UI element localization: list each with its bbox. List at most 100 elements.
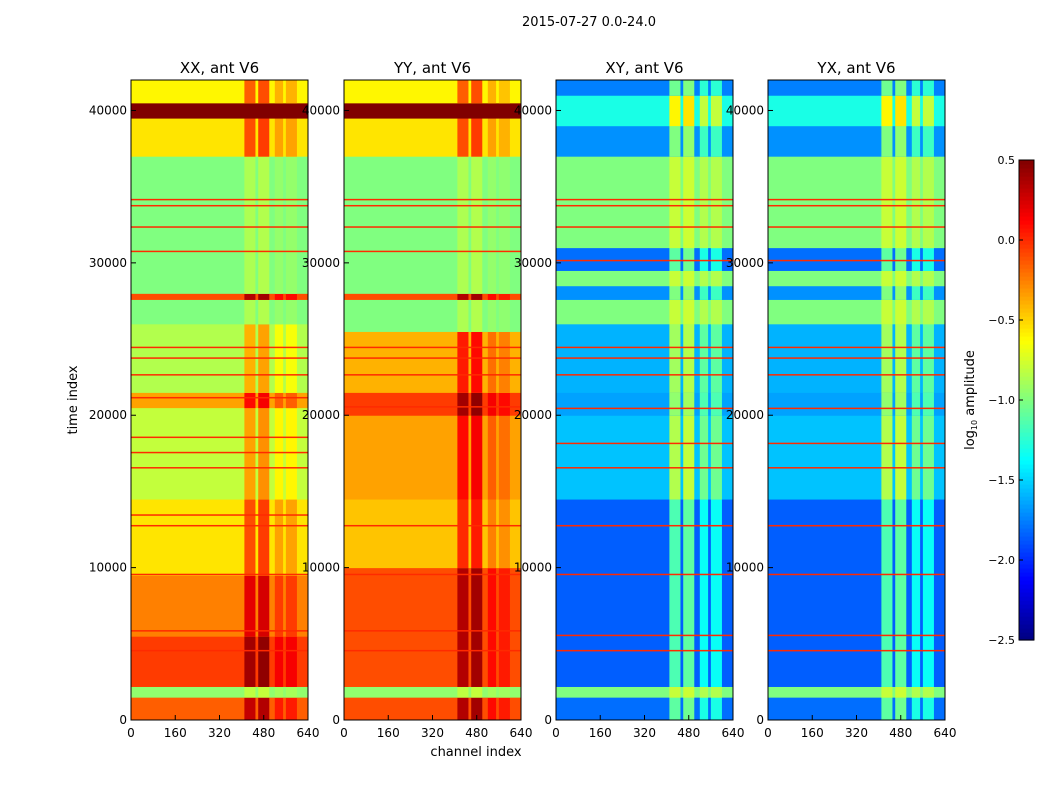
heatmap-channel-cell bbox=[487, 392, 497, 416]
heatmap-channel-cell bbox=[922, 270, 934, 287]
heatmap-channel-cell bbox=[683, 95, 695, 127]
heatmap-channel-cell bbox=[274, 686, 284, 698]
colorbar-segment bbox=[1019, 292, 1034, 297]
colorbar-segment bbox=[1019, 272, 1034, 277]
colorbar-tick-label: 0.5 bbox=[998, 154, 1016, 167]
colorbar-segment bbox=[1019, 420, 1034, 425]
colorbar-segment bbox=[1019, 340, 1034, 345]
heatmap-channel-cell bbox=[669, 80, 681, 96]
colorbar-segment bbox=[1019, 336, 1034, 341]
heatmap-channel-cell bbox=[683, 299, 695, 325]
heatmap-channel-cell bbox=[258, 499, 270, 576]
heatmap-channel-cell bbox=[669, 247, 681, 271]
colorbar-segment bbox=[1019, 276, 1034, 281]
colorbar-segment bbox=[1019, 516, 1034, 521]
y-tick-label: 0 bbox=[544, 713, 552, 727]
heatmap-channel-cell bbox=[683, 392, 695, 416]
heatmap-channel-cell bbox=[911, 697, 921, 720]
heatmap-channel-cell bbox=[457, 415, 469, 500]
heatmap-channel-cell bbox=[669, 125, 681, 157]
heatmap-channel-cell bbox=[487, 697, 497, 720]
heatmap-channel-cell bbox=[669, 156, 681, 249]
heatmap-flag-line bbox=[131, 198, 308, 201]
heatmap-flag-line bbox=[768, 204, 945, 207]
colorbar-segment bbox=[1019, 308, 1034, 313]
y-tick-label: 0 bbox=[756, 713, 764, 727]
x-tick-label: 0 bbox=[340, 726, 348, 740]
heatmap-flag-line bbox=[556, 346, 733, 349]
heatmap-channel-cell bbox=[881, 697, 893, 720]
colorbar-segment bbox=[1019, 608, 1034, 613]
heatmap-channel-cell bbox=[487, 415, 497, 500]
heatmap-channel-cell bbox=[683, 415, 695, 500]
colorbar-segment bbox=[1019, 464, 1034, 469]
heatmap-channel-cell bbox=[274, 293, 284, 300]
heatmap-channel-cell bbox=[911, 285, 921, 300]
colorbar-segment bbox=[1019, 180, 1034, 185]
heatmap-flag-line bbox=[344, 250, 521, 253]
heatmap-channel-cell bbox=[669, 499, 681, 687]
heatmap-channel-cell bbox=[457, 686, 469, 698]
heatmap-flag-line bbox=[768, 226, 945, 228]
x-tick-label: 0 bbox=[764, 726, 772, 740]
heatmap-channel-cell bbox=[274, 118, 284, 157]
heatmap-channel-cell bbox=[457, 293, 469, 300]
heatmap-channel-cell bbox=[922, 156, 934, 249]
heatmap-flag-line bbox=[131, 396, 308, 399]
colorbar-segment bbox=[1019, 232, 1034, 237]
colorbar-segment bbox=[1019, 568, 1034, 573]
colorbar-segment bbox=[1019, 252, 1034, 257]
colorbar-segment bbox=[1019, 324, 1034, 329]
colorbar-segment bbox=[1019, 288, 1034, 293]
heatmap-channel-cell bbox=[471, 156, 483, 294]
heatmap-flag-line bbox=[131, 346, 308, 349]
panel-3: YX, ant V6 0 160 320 480 640 0 10000 20000 30000 4… bbox=[726, 59, 957, 740]
heatmap-flag-line bbox=[131, 436, 308, 439]
colorbar-segment bbox=[1019, 592, 1034, 597]
heatmap-channel-cell bbox=[285, 575, 297, 637]
heatmap-flag-line bbox=[131, 357, 308, 359]
colorbar-segment bbox=[1019, 436, 1034, 441]
colorbar-segment bbox=[1019, 268, 1034, 273]
heatmap-channel-cell bbox=[258, 299, 270, 325]
heatmap-channel-cell bbox=[471, 697, 483, 720]
heatmap-flag-line bbox=[556, 374, 733, 376]
heatmap-channel-cell bbox=[922, 415, 934, 500]
colorbar-segment bbox=[1019, 376, 1034, 381]
heatmap-row-band bbox=[344, 102, 521, 119]
heatmap-channel-cell bbox=[498, 686, 510, 698]
heatmap-channel-cell bbox=[669, 686, 681, 698]
colorbar-segment bbox=[1019, 216, 1034, 221]
colorbar-segment bbox=[1019, 224, 1034, 229]
colorbar-segment bbox=[1019, 580, 1034, 585]
heatmap-channel-cell bbox=[498, 80, 510, 104]
heatmap-channel-cell bbox=[881, 499, 893, 687]
heatmap-flag-line bbox=[131, 250, 308, 253]
heatmap-flag-line bbox=[344, 226, 521, 228]
colorbar-segment bbox=[1019, 248, 1034, 253]
y-tick-label: 40000 bbox=[514, 103, 552, 117]
colorbar-segment bbox=[1019, 264, 1034, 269]
colorbar-segment bbox=[1019, 204, 1034, 209]
heatmap-channel-cell bbox=[258, 392, 270, 409]
colorbar-tick-label: −1.0 bbox=[988, 394, 1015, 407]
heatmap-channel-cell bbox=[922, 80, 934, 96]
colorbar-segment bbox=[1019, 432, 1034, 437]
colorbar-segment bbox=[1019, 484, 1034, 489]
colorbar-segment bbox=[1019, 456, 1034, 461]
heatmap-channel-cell bbox=[683, 697, 695, 720]
x-tick-label: 480 bbox=[252, 726, 275, 740]
heatmap-flag-line bbox=[768, 346, 945, 349]
colorbar-segment bbox=[1019, 296, 1034, 301]
heatmap-flag-line bbox=[768, 442, 945, 445]
heatmap-channel-cell bbox=[881, 392, 893, 416]
colorbar-segment bbox=[1019, 584, 1034, 589]
heatmap-channel-cell bbox=[285, 392, 297, 409]
colorbar-segment bbox=[1019, 480, 1034, 485]
colorbar-segment bbox=[1019, 360, 1034, 365]
heatmap-flag-line bbox=[768, 634, 945, 637]
heatmap-channel-cell bbox=[699, 285, 709, 300]
colorbar-segment bbox=[1019, 500, 1034, 505]
heatmap-channel-cell bbox=[683, 270, 695, 287]
